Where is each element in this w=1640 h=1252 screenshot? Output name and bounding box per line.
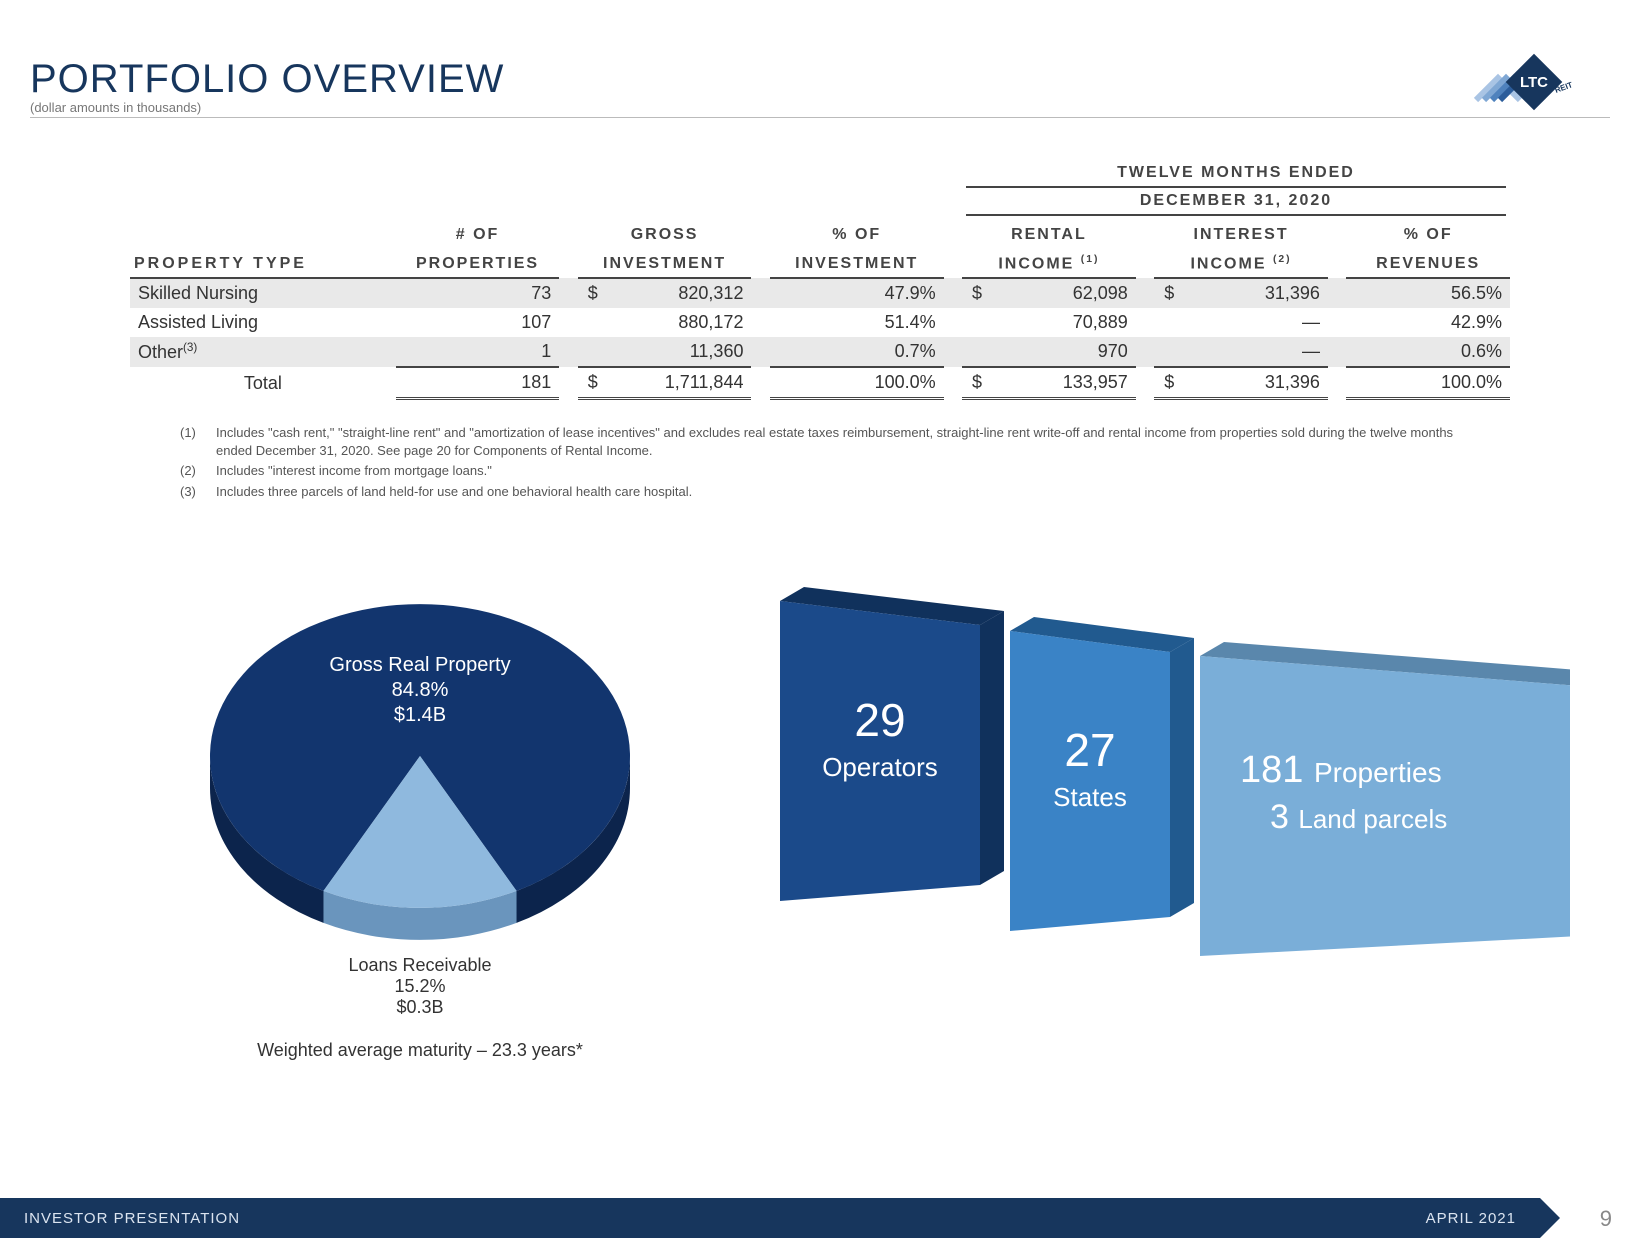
col-numprops1: # OF (396, 220, 560, 248)
svg-text:States: States (1053, 782, 1127, 812)
col-rental2: INCOME (1) (962, 248, 1136, 278)
footnote: (3)Includes three parcels of land held-f… (180, 483, 1490, 501)
pie-caption: Loans Receivable 15.2% $0.3B (200, 955, 640, 1018)
table-header-row2: PROPERTY TYPE PROPERTIES INVESTMENT INVE… (130, 248, 1510, 278)
footer-bar: INVESTOR PRESENTATION APRIL 2021 (0, 1198, 1540, 1238)
table-total-row: Total181$1,711,844100.0%$133,957$31,3961… (130, 367, 1510, 399)
pie-caption-pct: 15.2% (200, 976, 640, 997)
table-header-row1: # OF GROSS % OF RENTAL INTEREST % OF (130, 220, 1510, 248)
footnotes: (1)Includes "cash rent," "straight-line … (180, 424, 1490, 500)
header: PORTFOLIO OVERVIEW (dollar amounts in th… (30, 50, 1610, 118)
slide: PORTFOLIO OVERVIEW (dollar amounts in th… (0, 0, 1640, 1252)
period-label: TWELVE MONTHS ENDED (966, 164, 1506, 182)
footer-right: APRIL 2021 (1426, 1210, 1516, 1227)
cards-graphic: 29Operators27States181 Properties3 Land … (770, 581, 1570, 961)
col-pctinv2: INVESTMENT (770, 248, 944, 278)
stat-cards: 29Operators27States181 Properties3 Land … (770, 581, 1570, 941)
col-rental1: RENTAL (962, 220, 1136, 248)
pie-caption-label: Loans Receivable (200, 955, 640, 976)
pie-caption-amt: $0.3B (200, 997, 640, 1018)
col-pctinv1: % OF (770, 220, 944, 248)
col-gross2: INVESTMENT (578, 248, 752, 278)
svg-text:84.8%: 84.8% (392, 679, 449, 701)
page-subtitle: (dollar amounts in thousands) (30, 100, 504, 115)
col-gross1: GROSS (578, 220, 752, 248)
pie-chart: Gross Real Property 84.8% $1.4B (200, 571, 640, 941)
svg-text:27: 27 (1064, 724, 1115, 776)
col-pctrev2: REVENUES (1346, 248, 1510, 278)
logo-text: LTC (1520, 74, 1548, 91)
footnote: (1)Includes "cash rent," "straight-line … (180, 424, 1490, 459)
table-row: Assisted Living107880,17251.4%70,889—42.… (130, 308, 1510, 337)
svg-text:Gross Real Property: Gross Real Property (329, 654, 510, 676)
pie-chart-block: Gross Real Property 84.8% $1.4B Loans Rece… (200, 571, 640, 1061)
graphics-area: Gross Real Property 84.8% $1.4B Loans Rece… (30, 571, 1610, 1101)
col-interest2: INCOME (2) (1154, 248, 1328, 278)
table-row: Other(3)111,3600.7%970—0.6% (130, 337, 1510, 367)
page-title: PORTFOLIO OVERVIEW (30, 57, 504, 102)
table-period-row: TWELVE MONTHS ENDED DECEMBER 31, 2020 (130, 158, 1510, 220)
col-numprops2: PROPERTIES (396, 248, 560, 278)
footer-left: INVESTOR PRESENTATION (24, 1210, 240, 1227)
title-block: PORTFOLIO OVERVIEW (dollar amounts in th… (30, 57, 504, 115)
svg-text:3 Land parcels: 3 Land parcels (1270, 798, 1447, 836)
page-number: 9 (1600, 1206, 1612, 1232)
svg-text:$1.4B: $1.4B (394, 704, 446, 726)
col-pctrev1: % OF (1346, 220, 1510, 248)
weighted-avg-maturity: Weighted average maturity – 23.3 years* (200, 1040, 640, 1061)
table-row: Skilled Nursing73$820,31247.9%$62,098$31… (130, 278, 1510, 308)
portfolio-table: TWELVE MONTHS ENDED DECEMBER 31, 2020 # … (130, 158, 1510, 400)
svg-text:Operators: Operators (822, 752, 938, 782)
period-date: DECEMBER 31, 2020 (966, 188, 1506, 210)
footnote: (2)Includes "interest income from mortga… (180, 462, 1490, 480)
col-ptype: PROPERTY TYPE (130, 248, 396, 278)
ltc-logo: LTC REIT (1470, 50, 1580, 119)
col-interest1: INTEREST (1154, 220, 1328, 248)
svg-text:29: 29 (854, 694, 905, 746)
